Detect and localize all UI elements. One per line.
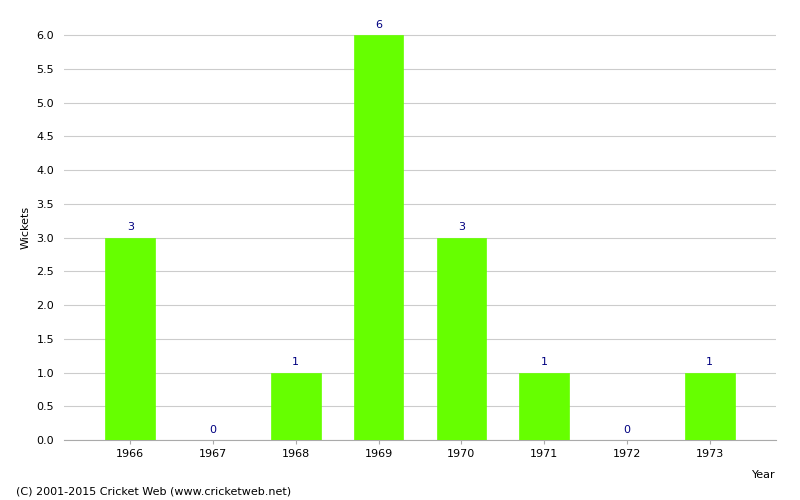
Bar: [437, 238, 486, 440]
Text: 0: 0: [623, 424, 630, 434]
Text: 1: 1: [292, 357, 299, 367]
Bar: [685, 372, 734, 440]
Bar: [106, 238, 155, 440]
Bar: [519, 372, 569, 440]
Text: Year: Year: [752, 470, 776, 480]
Text: 6: 6: [375, 20, 382, 30]
Text: 1: 1: [541, 357, 548, 367]
Y-axis label: Wickets: Wickets: [21, 206, 31, 249]
Bar: [354, 35, 403, 440]
Text: 3: 3: [458, 222, 465, 232]
Bar: [271, 372, 321, 440]
Text: 1: 1: [706, 357, 714, 367]
Text: 3: 3: [126, 222, 134, 232]
Text: (C) 2001-2015 Cricket Web (www.cricketweb.net): (C) 2001-2015 Cricket Web (www.cricketwe…: [16, 487, 291, 497]
Text: 0: 0: [210, 424, 217, 434]
